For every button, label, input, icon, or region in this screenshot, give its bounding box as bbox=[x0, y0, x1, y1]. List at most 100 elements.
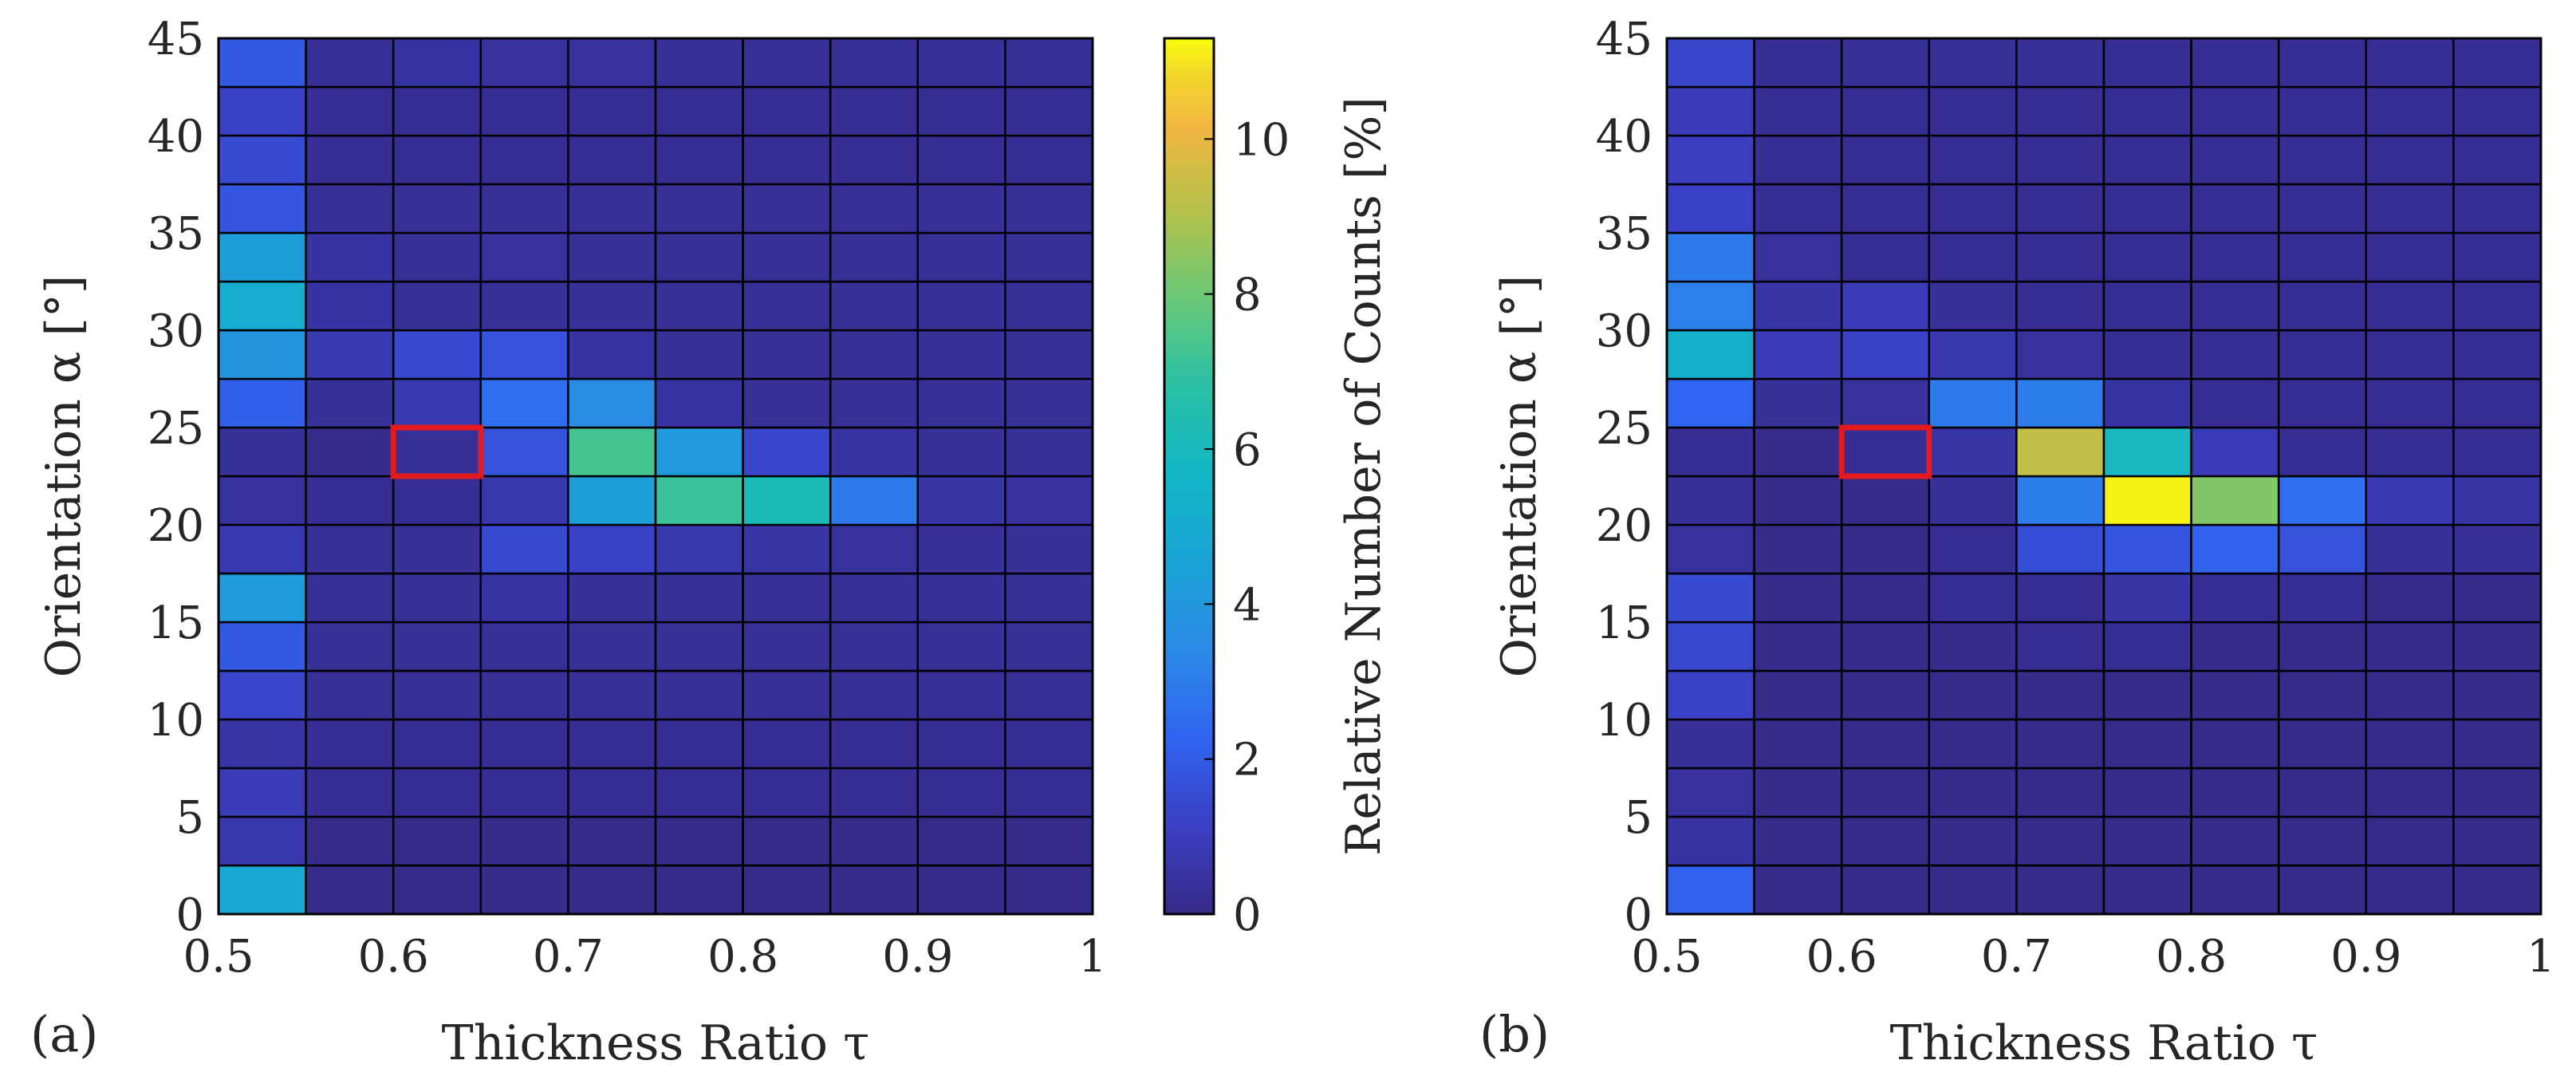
heatmap-cell bbox=[2102, 523, 2192, 575]
heatmap-cell bbox=[305, 621, 395, 672]
heatmap-cell bbox=[829, 426, 920, 478]
heatmap-cell bbox=[1004, 85, 1094, 137]
heatmap-cell bbox=[567, 85, 657, 137]
heatmap-cell bbox=[2365, 621, 2455, 672]
heatmap-cell bbox=[1004, 426, 1094, 478]
heatmap-cell bbox=[654, 864, 744, 916]
heatmap-cell bbox=[2015, 864, 2105, 916]
heatmap-cell bbox=[305, 85, 395, 137]
heatmap-cell bbox=[2365, 475, 2455, 526]
heatmap-cell bbox=[916, 767, 1006, 818]
heatmap-cell bbox=[479, 572, 569, 624]
x-tick-label: 0.5 bbox=[1631, 931, 1702, 983]
heatmap-cell bbox=[2190, 572, 2280, 624]
heatmap-cell bbox=[654, 377, 744, 429]
heatmap-cell bbox=[1928, 669, 2018, 721]
heatmap-cell bbox=[916, 183, 1006, 235]
heatmap-cell bbox=[742, 37, 832, 89]
heatmap-cell bbox=[1004, 864, 1094, 916]
heatmap-cell bbox=[2452, 523, 2543, 575]
y-tick-label: 10 bbox=[1596, 695, 1652, 747]
heatmap-cell bbox=[305, 572, 395, 624]
heatmap-cell bbox=[1753, 377, 1843, 429]
heatmap-cell bbox=[829, 134, 920, 186]
heatmap-cell bbox=[2102, 183, 2192, 235]
heatmap-cell bbox=[1753, 815, 1843, 867]
heatmap-cell bbox=[2190, 377, 2280, 429]
heatmap-cell bbox=[2190, 231, 2280, 283]
heatmap-cell bbox=[2102, 815, 2192, 867]
heatmap-cell bbox=[1840, 231, 1931, 283]
heatmap-cell bbox=[392, 426, 483, 478]
heatmap-cell bbox=[2015, 329, 2105, 380]
heatmap-cell bbox=[2365, 426, 2455, 478]
heatmap-cell bbox=[742, 669, 832, 721]
x-tick-label: 1 bbox=[2527, 931, 2555, 983]
panel-b-label: (b) bbox=[1479, 1005, 1550, 1063]
heatmap-cell bbox=[1840, 523, 1931, 575]
heatmap-cell bbox=[1928, 134, 2018, 186]
heatmap-cell bbox=[1753, 621, 1843, 672]
heatmap-cell bbox=[1665, 231, 1755, 283]
heatmap-cell bbox=[2102, 231, 2192, 283]
heatmap-cell bbox=[829, 815, 920, 867]
heatmap-cell bbox=[217, 669, 307, 721]
heatmap-cell bbox=[1753, 718, 1843, 770]
y-tick-label: 30 bbox=[148, 305, 204, 357]
colorbar-tick-label: 8 bbox=[1233, 270, 1262, 321]
heatmap-cell bbox=[654, 815, 744, 867]
heatmap-cell bbox=[2277, 183, 2368, 235]
heatmap-cell bbox=[305, 864, 395, 916]
heatmap-cell bbox=[2190, 669, 2280, 721]
heatmap-cell bbox=[1753, 134, 1843, 186]
heatmap-cell bbox=[2015, 183, 2105, 235]
y-tick-label: 5 bbox=[175, 792, 204, 844]
heatmap-cell bbox=[1840, 767, 1931, 818]
heatmap-cell bbox=[742, 767, 832, 818]
colorbar-label: Relative Number of Counts [%] bbox=[1336, 97, 1392, 856]
heatmap-cell bbox=[1928, 767, 2018, 818]
heatmap-cell bbox=[2102, 426, 2192, 478]
heatmap-cell bbox=[2102, 572, 2192, 624]
heatmap-cell bbox=[1665, 183, 1755, 235]
heatmap-cell bbox=[654, 475, 744, 526]
heatmap-cell bbox=[1753, 475, 1843, 526]
heatmap-cell bbox=[742, 864, 832, 916]
heatmap-cell bbox=[1840, 815, 1931, 867]
heatmap-cell bbox=[1665, 85, 1755, 137]
heatmap-cell bbox=[916, 329, 1006, 380]
heatmap-cell bbox=[217, 426, 307, 478]
heatmap-cell bbox=[217, 718, 307, 770]
heatmap-cell bbox=[2102, 621, 2192, 672]
y-tick-label: 45 bbox=[1596, 14, 1652, 65]
colorbar-tick-label: 4 bbox=[1233, 579, 1262, 631]
heatmap-cell bbox=[1665, 523, 1755, 575]
heatmap-cell bbox=[2190, 37, 2280, 89]
heatmap-cell bbox=[217, 37, 307, 89]
heatmap-cell bbox=[916, 85, 1006, 137]
heatmap-cell bbox=[2277, 377, 2368, 429]
heatmap-cell bbox=[1840, 85, 1931, 137]
heatmap-cell bbox=[1004, 669, 1094, 721]
heatmap-cell bbox=[2190, 621, 2280, 672]
panel-b-y-axis-label: Orientation α [°] bbox=[1491, 275, 1547, 678]
heatmap-cell bbox=[2015, 280, 2105, 332]
heatmap-cell bbox=[1753, 426, 1843, 478]
heatmap-cell bbox=[2277, 767, 2368, 818]
heatmap-cell bbox=[1665, 329, 1755, 380]
y-tick-label: 15 bbox=[1596, 597, 1652, 649]
heatmap-cell bbox=[2102, 864, 2192, 916]
heatmap-cell bbox=[2277, 523, 2368, 575]
heatmap-cell bbox=[1004, 231, 1094, 283]
heatmap-cell bbox=[742, 572, 832, 624]
heatmap-cell bbox=[1665, 572, 1755, 624]
heatmap-cell bbox=[742, 134, 832, 186]
heatmap-cell bbox=[2452, 377, 2543, 429]
heatmap-cell bbox=[1665, 718, 1755, 770]
heatmap-cell bbox=[479, 523, 569, 575]
heatmap-cell bbox=[2102, 85, 2192, 137]
heatmap-cell bbox=[1665, 377, 1755, 429]
y-tick-label: 5 bbox=[1624, 792, 1652, 844]
x-tick-label: 0.9 bbox=[2330, 931, 2401, 983]
heatmap-cell bbox=[2452, 280, 2543, 332]
